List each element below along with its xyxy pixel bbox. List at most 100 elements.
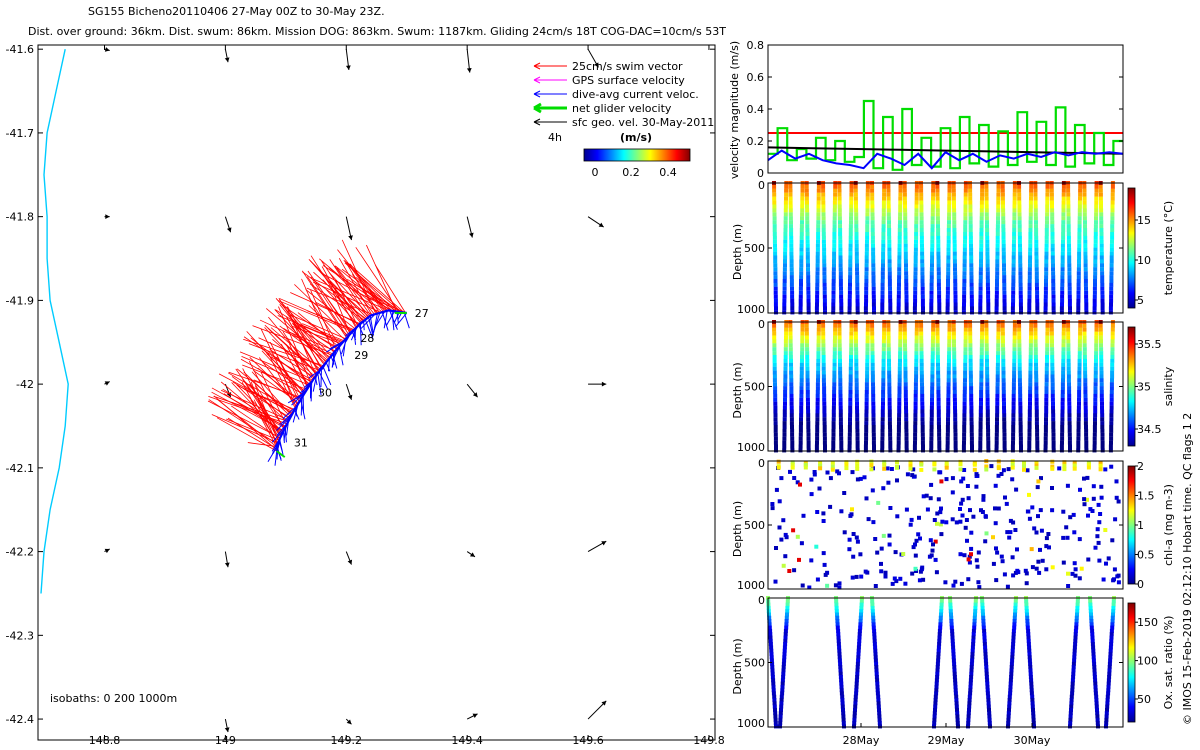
temperature-panel-point bbox=[1061, 204, 1066, 209]
temperature-panel-point bbox=[849, 220, 853, 225]
chla-panel-point bbox=[924, 493, 929, 498]
temperature-panel-point bbox=[799, 251, 804, 256]
temperature-panel-point bbox=[887, 220, 891, 225]
oxygen-panel-point bbox=[784, 622, 789, 627]
salinity-panel-point bbox=[886, 347, 891, 352]
salinity-panel-point bbox=[920, 409, 925, 414]
salinity-panel-point bbox=[1012, 323, 1017, 328]
chla-panel-point bbox=[1104, 561, 1108, 566]
salinity-panel-point bbox=[865, 378, 869, 383]
temperature-panel-point bbox=[880, 310, 885, 315]
temperature-panel-point bbox=[1045, 188, 1050, 193]
temperature-panel-point bbox=[968, 220, 973, 225]
temperature-panel-point bbox=[903, 220, 908, 225]
temperature-panel-point bbox=[789, 243, 794, 248]
chla-panel-point bbox=[943, 580, 948, 585]
chla-panel-point bbox=[792, 476, 797, 480]
temperature-panel-point bbox=[1109, 294, 1114, 299]
oxygen-panel-point bbox=[778, 721, 783, 726]
chla-panel-point bbox=[1090, 509, 1095, 513]
temperature-panel-point bbox=[953, 267, 957, 272]
temperature-panel-point bbox=[831, 310, 836, 315]
temperature-panel-point bbox=[783, 224, 788, 229]
salinity-panel-point bbox=[1017, 335, 1022, 340]
temperature-panel-point bbox=[870, 196, 875, 201]
salinity-panel-point bbox=[839, 428, 844, 433]
swim-vector-57 bbox=[290, 314, 346, 340]
salinity-panel-point bbox=[816, 339, 821, 344]
salinity-panel-point bbox=[1083, 358, 1087, 363]
salinity-panel-point bbox=[822, 421, 827, 426]
oxygen-panel-point bbox=[779, 694, 784, 699]
temperature-panel-point bbox=[920, 279, 925, 283]
salinity-panel-point bbox=[904, 421, 909, 426]
oxygen-panel-point bbox=[1109, 642, 1114, 647]
oxygen-panel-point bbox=[768, 635, 773, 640]
chla-panel-point bbox=[935, 511, 940, 516]
temperature-panel-point bbox=[887, 243, 892, 248]
chla-panel-surface-point bbox=[996, 466, 1001, 471]
salinity-panel-point bbox=[772, 378, 777, 383]
salinity-panel-point bbox=[806, 428, 811, 433]
oxygen-panel-point bbox=[1075, 599, 1080, 604]
salinity-panel-point bbox=[837, 335, 842, 340]
salinity-panel-point bbox=[1001, 355, 1006, 359]
oxygen-panel-point bbox=[1108, 651, 1113, 656]
chla-panel-point bbox=[944, 477, 949, 482]
salinity-panel-point bbox=[880, 448, 885, 453]
temperature-panel-point bbox=[1050, 239, 1055, 244]
chla-panel-point bbox=[921, 494, 926, 499]
oxygen-panel-point bbox=[782, 648, 787, 653]
geo-vector-head-21 bbox=[346, 719, 352, 725]
chla-panel-point bbox=[903, 581, 908, 586]
salinity-panel-point bbox=[806, 405, 810, 410]
salinity-panel-point bbox=[788, 339, 793, 344]
chla-panel-point bbox=[1112, 577, 1116, 582]
salinity-panel-point bbox=[920, 436, 925, 441]
salinity-panel-point bbox=[887, 421, 892, 426]
chla-panel-point bbox=[883, 574, 888, 579]
salinity-panel-point bbox=[963, 351, 968, 356]
oxygen-panel-point bbox=[981, 622, 986, 627]
salinity-panel-point bbox=[832, 397, 836, 402]
temperature-panel-point bbox=[822, 275, 827, 280]
temperature-panel-point bbox=[881, 220, 886, 225]
temperature-panel-point bbox=[968, 228, 973, 232]
oxygen-panel-point bbox=[1010, 651, 1015, 656]
salinity-panel-point bbox=[1045, 358, 1049, 363]
chla-panel-point bbox=[881, 486, 886, 491]
temperature-panel-point bbox=[1093, 263, 1098, 268]
salinity-panel-point bbox=[963, 339, 968, 344]
temperature-panel-point bbox=[1094, 212, 1099, 217]
salinity-panel-point bbox=[1045, 335, 1050, 340]
oxygen-panel-colorbar bbox=[1127, 602, 1136, 723]
chla-panel-point bbox=[916, 532, 921, 537]
oxygen-panel-point bbox=[1091, 645, 1096, 650]
temperature-panel-point bbox=[962, 263, 967, 268]
temperature-panel-point bbox=[887, 282, 892, 287]
salinity-panel-point bbox=[1099, 355, 1104, 359]
temperature-panel-point bbox=[904, 302, 909, 307]
temperature-panel-point bbox=[929, 298, 934, 303]
temperature-panel-point bbox=[1051, 263, 1055, 268]
temperature-panel-point bbox=[788, 208, 793, 213]
temperature-panel-point bbox=[848, 279, 852, 283]
oxygen-panel-point bbox=[932, 721, 937, 726]
temperature-panel-point bbox=[815, 243, 820, 248]
salinity-panel-point bbox=[1059, 444, 1064, 449]
temperature-panel-point bbox=[1044, 275, 1049, 280]
salinity-panel-point bbox=[1034, 370, 1039, 375]
temperature-panel-point bbox=[1099, 228, 1104, 232]
salinity-panel-point bbox=[962, 401, 967, 406]
salinity-panel-point bbox=[897, 417, 901, 422]
oxygen-panel-point bbox=[1009, 675, 1014, 679]
oxygen-panel-point bbox=[839, 684, 844, 689]
salinity-panel-point bbox=[920, 390, 925, 394]
temperature-panel-point bbox=[1002, 310, 1007, 315]
temperature-panel-point bbox=[854, 247, 859, 252]
oxygen-panel-point bbox=[771, 681, 776, 686]
salinity-panel-point bbox=[984, 335, 989, 340]
oxygen-panel-point bbox=[855, 671, 860, 676]
temperature-panel-point bbox=[881, 216, 886, 221]
salinity-panel-point bbox=[831, 444, 836, 449]
